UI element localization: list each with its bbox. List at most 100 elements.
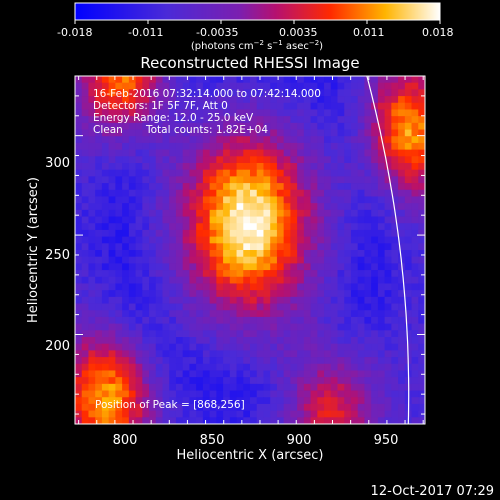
heatmap-cell bbox=[357, 410, 365, 418]
heatmap-cell bbox=[216, 142, 224, 151]
heatmap-cell bbox=[270, 370, 278, 378]
heatmap-cell bbox=[135, 363, 143, 371]
heatmap-cell bbox=[149, 410, 157, 418]
heatmap-cell bbox=[162, 276, 170, 284]
heatmap-cell bbox=[276, 276, 285, 284]
heatmap-cell bbox=[209, 76, 217, 84]
heatmap-cell bbox=[364, 156, 372, 164]
heatmap-cell bbox=[371, 357, 379, 365]
heatmap-cell bbox=[297, 136, 305, 144]
heatmap-cell bbox=[384, 250, 392, 258]
heatmap-cell bbox=[377, 156, 386, 164]
heatmap-cell bbox=[330, 296, 338, 304]
heatmap-cell bbox=[250, 243, 258, 251]
heatmap-cell bbox=[371, 383, 379, 391]
heatmap-cell bbox=[324, 129, 332, 137]
heatmap-cell bbox=[330, 256, 338, 264]
heatmap-cell bbox=[250, 323, 258, 331]
heatmap-cell bbox=[324, 142, 332, 151]
heatmap-cell bbox=[175, 149, 184, 157]
heatmap-cell bbox=[75, 176, 83, 184]
heatmap-cell bbox=[108, 363, 116, 371]
heatmap-cell bbox=[276, 96, 285, 104]
heatmap-cell bbox=[276, 350, 285, 358]
heatmap-cell bbox=[297, 256, 305, 264]
heatmap-cell bbox=[276, 176, 285, 184]
heatmap-cell bbox=[344, 323, 352, 331]
heatmap-cell bbox=[324, 209, 332, 217]
heatmap-cell bbox=[223, 303, 231, 311]
heatmap-cell bbox=[297, 296, 305, 304]
heatmap-cell bbox=[209, 377, 217, 385]
heatmap-cell bbox=[357, 243, 365, 251]
heatmap-cell bbox=[155, 156, 163, 164]
heatmap-cell bbox=[317, 156, 325, 164]
heatmap-cell bbox=[175, 109, 184, 117]
heatmap-cell bbox=[357, 403, 365, 412]
heatmap-cell bbox=[81, 377, 89, 385]
heatmap-cell bbox=[243, 323, 251, 331]
heatmap-cell bbox=[88, 330, 96, 338]
heatmap-cell bbox=[149, 169, 157, 177]
heatmap-cell bbox=[189, 129, 197, 137]
heatmap-cell bbox=[377, 397, 386, 405]
heatmap-cell bbox=[263, 270, 271, 278]
heatmap-cell bbox=[75, 142, 83, 151]
heatmap-cell bbox=[155, 223, 163, 231]
heatmap-cell bbox=[202, 163, 211, 171]
heatmap-cell bbox=[303, 169, 311, 177]
heatmap-cell bbox=[236, 229, 244, 238]
heatmap-cell bbox=[81, 323, 89, 331]
colorbar-ticks bbox=[74, 20, 441, 24]
heatmap-cell bbox=[330, 82, 338, 90]
heatmap-cell bbox=[337, 203, 345, 211]
heatmap-cell bbox=[142, 417, 150, 424]
heatmap-cell bbox=[236, 410, 244, 418]
heatmap-cell bbox=[270, 76, 278, 84]
heatmap-cell bbox=[250, 343, 258, 351]
heatmap-cell bbox=[303, 183, 311, 191]
heatmap-cell bbox=[303, 357, 311, 365]
heatmap-cell bbox=[216, 350, 224, 358]
heatmap-cell bbox=[101, 183, 110, 191]
heatmap-cell bbox=[236, 176, 244, 184]
heatmap-cell bbox=[324, 410, 332, 418]
heatmap-cell bbox=[209, 310, 217, 318]
heatmap-cell bbox=[209, 290, 217, 298]
heatmap-cell bbox=[317, 397, 325, 405]
heatmap-cell bbox=[135, 410, 143, 418]
heatmap-cell bbox=[270, 236, 278, 244]
heatmap-cell bbox=[250, 283, 258, 291]
heatmap-cell bbox=[196, 96, 204, 104]
heatmap-cell bbox=[189, 283, 197, 291]
heatmap-cell bbox=[209, 96, 217, 104]
heatmap-cell bbox=[142, 337, 150, 345]
heatmap-cell bbox=[344, 209, 352, 217]
heatmap-cell bbox=[115, 250, 123, 258]
heatmap-cell bbox=[324, 377, 332, 385]
heatmap-cell bbox=[377, 223, 386, 231]
heatmap-cell bbox=[357, 209, 365, 217]
heatmap-cell bbox=[364, 129, 372, 137]
heatmap-cell bbox=[128, 383, 136, 391]
heatmap-cell bbox=[263, 263, 271, 271]
heatmap-cell bbox=[310, 82, 318, 90]
heatmap-cell bbox=[276, 310, 285, 318]
heatmap-cell bbox=[276, 156, 285, 164]
heatmap-cell bbox=[95, 397, 103, 405]
heatmap-cell bbox=[135, 357, 143, 365]
heatmap-cell bbox=[371, 270, 379, 278]
heatmap-cell bbox=[182, 316, 190, 325]
heatmap-cell bbox=[350, 183, 359, 191]
heatmap-cell bbox=[337, 176, 345, 184]
heatmap-cell bbox=[350, 209, 359, 217]
heatmap-cell bbox=[229, 316, 237, 325]
heatmap-cell bbox=[384, 163, 392, 171]
heatmap-cell bbox=[384, 236, 392, 244]
heatmap-cell bbox=[317, 122, 325, 130]
heatmap-cell bbox=[162, 183, 170, 191]
heatmap-cell bbox=[142, 102, 150, 110]
heatmap-cell bbox=[175, 142, 184, 151]
heatmap-cell bbox=[202, 169, 211, 177]
heatmap-cell bbox=[270, 270, 278, 278]
